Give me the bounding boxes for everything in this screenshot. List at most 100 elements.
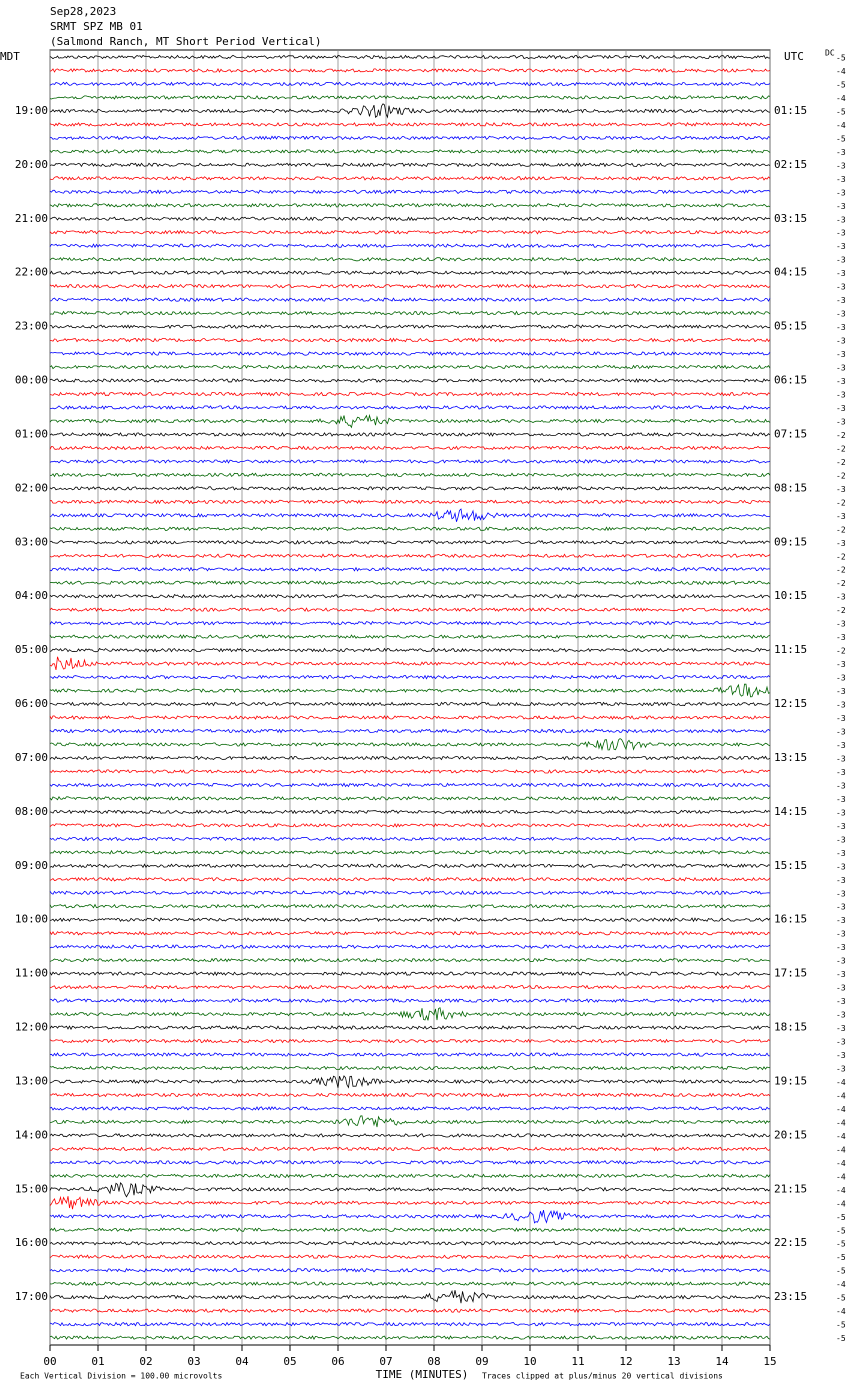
dc-offset: -5 bbox=[836, 107, 846, 116]
trace bbox=[49, 553, 771, 558]
left-time-label: 06:00 bbox=[15, 697, 48, 710]
trace bbox=[49, 539, 771, 545]
dc-offset: -3 bbox=[836, 835, 846, 844]
trace bbox=[49, 351, 771, 356]
dc-offset: -3 bbox=[836, 269, 846, 278]
x-tick-label: 15 bbox=[763, 1355, 776, 1368]
dc-label: DC bbox=[825, 49, 835, 58]
dc-offset: -3 bbox=[836, 714, 846, 723]
left-time-label: 12:00 bbox=[15, 1021, 48, 1034]
left-time-label: 13:00 bbox=[15, 1074, 48, 1087]
trace bbox=[49, 526, 771, 532]
trace bbox=[49, 1132, 771, 1138]
trace bbox=[49, 823, 771, 828]
trace bbox=[49, 1065, 771, 1071]
dc-offset: -3 bbox=[836, 1051, 846, 1060]
right-time-label: 03:15 bbox=[774, 212, 807, 225]
right-time-label: 11:15 bbox=[774, 643, 807, 656]
trace bbox=[49, 378, 771, 383]
x-tick-label: 08 bbox=[427, 1355, 440, 1368]
trace bbox=[49, 256, 771, 262]
trace bbox=[49, 1092, 771, 1098]
trace bbox=[49, 310, 771, 316]
trace bbox=[49, 189, 771, 195]
dc-offset: -2 bbox=[836, 606, 846, 615]
dc-offset: -4 bbox=[836, 1159, 846, 1168]
dc-offset: -3 bbox=[836, 337, 846, 346]
dc-offset: -3 bbox=[836, 876, 846, 885]
trace bbox=[49, 1335, 771, 1340]
dc-offset: -3 bbox=[836, 202, 846, 211]
trace bbox=[49, 1321, 771, 1327]
trace bbox=[49, 1254, 771, 1260]
trace bbox=[49, 701, 771, 707]
dc-offset: -3 bbox=[836, 161, 846, 170]
trace bbox=[49, 957, 771, 963]
dc-offset: -3 bbox=[836, 485, 846, 494]
dc-offset: -5 bbox=[836, 1240, 846, 1249]
trace bbox=[49, 270, 771, 276]
dc-offset: -4 bbox=[836, 67, 846, 76]
dc-offset: -2 bbox=[836, 444, 846, 453]
trace bbox=[49, 1267, 771, 1273]
x-tick-label: 02 bbox=[139, 1355, 152, 1368]
trace bbox=[49, 944, 771, 950]
footer-left: Each Vertical Division = 100.00 microvol… bbox=[20, 1372, 222, 1381]
dc-offset: -3 bbox=[836, 674, 846, 683]
dc-offset: -5 bbox=[836, 1334, 846, 1343]
trace bbox=[49, 755, 771, 761]
trace bbox=[49, 809, 771, 815]
trace bbox=[49, 229, 771, 235]
right-time-label: 16:15 bbox=[774, 913, 807, 926]
title-station: SRMT SPZ MB 01 bbox=[50, 20, 143, 33]
trace bbox=[49, 903, 771, 909]
left-zone: MDT bbox=[0, 50, 20, 63]
left-time-label: 07:00 bbox=[15, 751, 48, 764]
right-time-label: 14:15 bbox=[774, 805, 807, 818]
dc-offset: -3 bbox=[836, 404, 846, 413]
title-date: Sep28,2023 bbox=[50, 5, 116, 18]
dc-offset: -4 bbox=[836, 1199, 846, 1208]
x-tick-label: 04 bbox=[235, 1355, 249, 1368]
dc-offset: -5 bbox=[836, 1321, 846, 1330]
trace bbox=[49, 243, 771, 249]
left-time-label: 14:00 bbox=[15, 1128, 48, 1141]
trace bbox=[49, 1182, 771, 1198]
dc-offset: -3 bbox=[836, 283, 846, 292]
dc-offset: -4 bbox=[836, 1186, 846, 1195]
trace bbox=[49, 593, 771, 599]
dc-offset: -3 bbox=[836, 148, 846, 157]
x-tick-label: 07 bbox=[379, 1355, 392, 1368]
trace bbox=[49, 984, 771, 990]
dc-offset: -3 bbox=[836, 916, 846, 925]
dc-offset: -3 bbox=[836, 862, 846, 871]
dc-offset: -3 bbox=[836, 930, 846, 939]
trace bbox=[49, 68, 771, 73]
dc-offset: -3 bbox=[836, 781, 846, 790]
right-time-label: 13:15 bbox=[774, 751, 807, 764]
left-time-label: 21:00 bbox=[15, 212, 48, 225]
dc-offset: -4 bbox=[836, 1280, 846, 1289]
x-tick-label: 01 bbox=[91, 1355, 104, 1368]
dc-offset: -3 bbox=[836, 593, 846, 602]
left-time-label: 03:00 bbox=[15, 535, 48, 548]
dc-offset: -5 bbox=[836, 1294, 846, 1303]
dc-offset: -2 bbox=[836, 579, 846, 588]
right-time-label: 23:15 bbox=[774, 1290, 807, 1303]
dc-offset: -4 bbox=[836, 1145, 846, 1154]
x-tick-label: 13 bbox=[667, 1355, 680, 1368]
right-time-label: 18:15 bbox=[774, 1021, 807, 1034]
dc-offset: -3 bbox=[836, 822, 846, 831]
trace bbox=[49, 930, 771, 936]
dc-offset: -5 bbox=[836, 134, 846, 143]
trace bbox=[49, 971, 771, 977]
right-time-label: 17:15 bbox=[774, 967, 807, 980]
dc-offset: -5 bbox=[836, 80, 846, 89]
trace bbox=[49, 1075, 771, 1089]
left-time-label: 23:00 bbox=[15, 320, 48, 333]
dc-offset: -3 bbox=[836, 364, 846, 373]
trace bbox=[49, 715, 771, 721]
trace bbox=[49, 1209, 771, 1224]
trace bbox=[49, 122, 771, 127]
dc-offset: -3 bbox=[836, 970, 846, 979]
